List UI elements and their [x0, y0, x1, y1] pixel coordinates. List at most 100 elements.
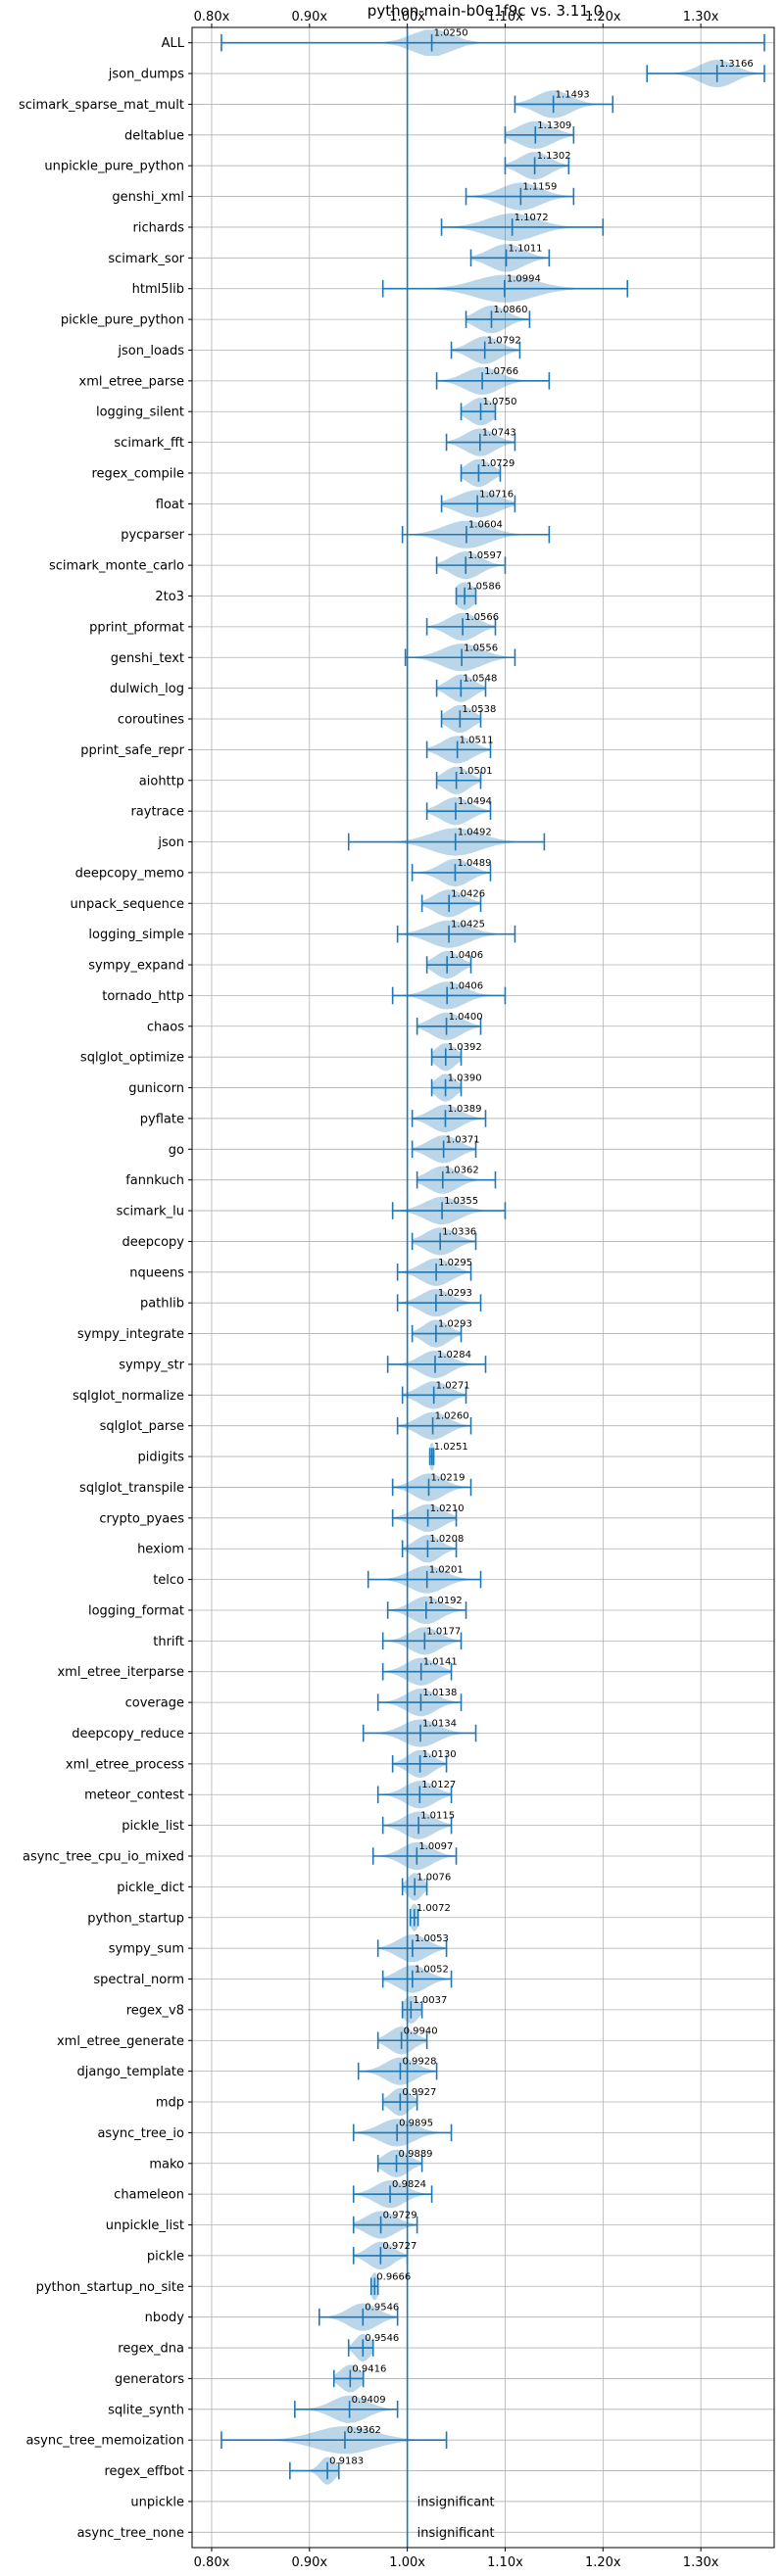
mean-value-label: 1.0494	[458, 796, 492, 807]
mean-value-label: 1.0097	[418, 1841, 453, 1852]
mean-value-label: 1.0355	[444, 1196, 478, 1207]
benchmark-name: regex_dna	[118, 2342, 184, 2357]
benchmark-name: raytrace	[130, 805, 184, 820]
benchmark-name: html5lib	[132, 282, 184, 297]
x-tick-label-top: 1.20x	[585, 10, 621, 24]
benchmark-name: mako	[149, 2157, 184, 2171]
benchmark-name: async_tree_none	[77, 2526, 184, 2541]
mean-value-label: 0.9546	[365, 2303, 399, 2314]
mean-value-label: 1.0284	[437, 1350, 471, 1360]
benchmark-name: deepcopy	[122, 1235, 184, 1250]
mean-value-label: 0.9895	[399, 2118, 433, 2128]
benchmark-name: python_startup	[87, 1911, 184, 1926]
x-tick-label-top: 1.00x	[389, 10, 425, 24]
mean-value-label: 1.0994	[507, 274, 541, 285]
mean-value-label: 1.0743	[482, 428, 516, 439]
mean-value-label: 1.0489	[457, 858, 491, 869]
mean-value-label: 1.0389	[447, 1104, 481, 1115]
benchmark-name: regex_compile	[91, 466, 184, 481]
benchmark-name: nbody	[145, 2311, 185, 2325]
benchmark-name: sympy_str	[119, 1358, 184, 1372]
benchmark-name: deepcopy_memo	[75, 866, 184, 881]
mean-value-label: 1.0492	[458, 828, 492, 838]
plot-layer	[220, 27, 765, 2548]
benchmark-name: richards	[133, 220, 185, 235]
mean-value-label: 1.0219	[430, 1472, 465, 1483]
x-tick-label-top: 0.90x	[291, 10, 327, 24]
mean-value-label: 1.0425	[451, 920, 485, 930]
mean-value-label: 0.9409	[352, 2395, 386, 2406]
mean-value-label: 1.0210	[430, 1503, 465, 1514]
x-tick-label-bottom: 1.10x	[487, 2555, 523, 2570]
benchmark-name: json	[157, 835, 184, 850]
mean-value-label: 1.0501	[459, 766, 493, 777]
mean-value-label: 1.0392	[448, 1042, 482, 1053]
benchmark-name: xml_etree_iterparse	[57, 1665, 184, 1680]
mean-value-label: 0.9183	[329, 2457, 364, 2467]
mean-value-label: 1.0566	[465, 612, 499, 623]
mean-value-label: 1.0406	[449, 950, 483, 961]
mean-value-label: 1.0130	[422, 1749, 457, 1760]
benchmark-name: pickle	[147, 2249, 184, 2264]
mean-value-label: 1.1302	[537, 151, 571, 162]
benchmark-name: aiohttp	[139, 774, 184, 788]
x-tick-label-top: 1.10x	[487, 10, 523, 24]
mean-value-label: 1.0138	[422, 1688, 457, 1698]
mean-value-label: 1.0406	[449, 980, 483, 991]
benchmark-name: deltablue	[124, 128, 184, 143]
benchmark-name: sqlglot_normalize	[73, 1389, 184, 1404]
x-tick-label-bottom: 0.90x	[291, 2555, 327, 2570]
mean-value-label: 1.0115	[420, 1811, 455, 1822]
mean-value-label: 0.9927	[402, 2087, 436, 2098]
benchmark-name: logging_silent	[96, 405, 184, 420]
benchmark-name: async_tree_cpu_io_mixed	[23, 1849, 184, 1864]
mean-value-label: 1.0271	[436, 1380, 470, 1391]
benchmark-name: logging_format	[88, 1603, 184, 1618]
benchmark-name: async_tree_io	[97, 2126, 184, 2141]
mean-value-label: 1.0053	[415, 1933, 449, 1944]
benchmark-name: fannkuch	[125, 1173, 184, 1188]
benchmark-name: json_dumps	[108, 68, 184, 82]
benchmark-name: pycparser	[121, 528, 184, 543]
mean-value-label: 1.0127	[421, 1780, 456, 1790]
benchmark-name: pickle_dict	[117, 1881, 184, 1895]
mean-value-label: 1.0076	[416, 1872, 451, 1883]
mean-value-label: 1.0192	[428, 1596, 463, 1606]
benchmark-name: deepcopy_reduce	[72, 1727, 184, 1741]
benchmark-name: gunicorn	[128, 1081, 184, 1096]
mean-value-label: 1.1072	[514, 213, 549, 223]
mean-value-label: 1.0362	[445, 1166, 479, 1176]
mean-value-label: 1.0511	[460, 735, 494, 745]
mean-value-label: 1.1011	[509, 243, 543, 254]
label-layer: ALL 1.0250 json_dumps 1.3166 scimark_sparse_…	[19, 28, 754, 2541]
benchmark-name: genshi_xml	[112, 190, 184, 205]
x-tick-label-bottom: 1.20x	[585, 2555, 621, 2570]
mean-value-label: 1.0426	[451, 888, 485, 899]
mean-value-label: 1.0177	[426, 1626, 461, 1637]
mean-value-label: 1.0548	[463, 674, 497, 685]
x-tick-label-bottom: 1.00x	[389, 2555, 425, 2570]
mean-value-label: 1.0251	[434, 1442, 468, 1453]
mean-value-label: 0.9928	[402, 2057, 436, 2068]
mean-value-label: 1.0390	[448, 1073, 482, 1084]
mean-value-label: 1.0586	[466, 581, 501, 592]
mean-value-label: 1.0072	[416, 1903, 451, 1914]
chart-title: python-main-b0e1f9c vs. 3.11.0	[368, 2, 603, 20]
benchmark-name: regex_v8	[126, 2003, 184, 2018]
benchmark-name: unpickle_pure_python	[44, 160, 184, 174]
benchmark-name: coverage	[125, 1696, 184, 1711]
benchmark-name: sqlglot_parse	[100, 1419, 184, 1434]
benchmark-name: crypto_pyaes	[99, 1511, 184, 1526]
benchmark-name: spectral_norm	[93, 1973, 184, 1987]
mean-value-label: 1.0141	[423, 1657, 458, 1668]
benchmark-name: logging_simple	[88, 928, 184, 942]
benchmark-name: scimark_monte_carlo	[49, 559, 184, 574]
benchmark-name: scimark_fft	[114, 436, 184, 451]
mean-value-label: 1.0400	[449, 1012, 483, 1023]
plot-frame	[191, 26, 775, 2549]
mean-value-label: 1.0860	[493, 305, 527, 315]
mean-value-label: 1.0538	[462, 704, 496, 715]
benchmark-name: unpack_sequence	[70, 897, 184, 912]
benchmark-name: sqlglot_transpile	[79, 1481, 184, 1496]
